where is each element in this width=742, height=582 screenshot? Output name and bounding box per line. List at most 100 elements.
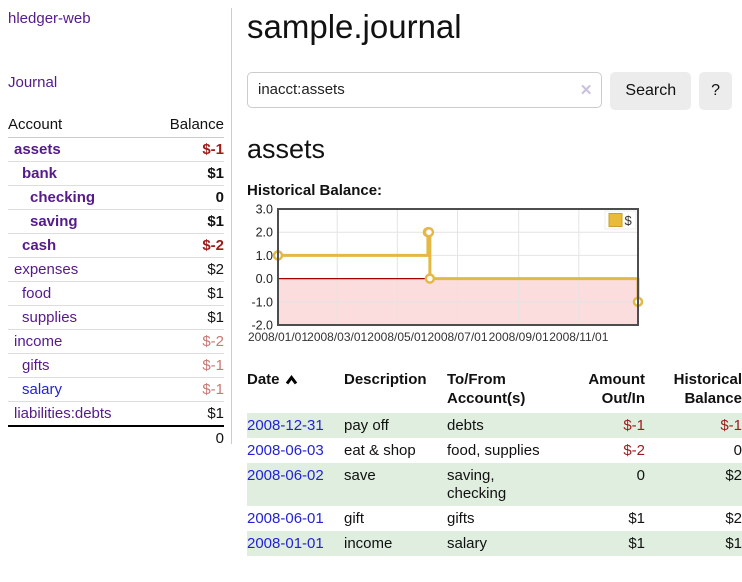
svg-text:2008/11/01: 2008/11/01	[549, 330, 608, 344]
main-content: sample.journal ✕ Search ? assets Histori…	[232, 8, 742, 557]
transaction-date-link[interactable]: 2008-12-31	[247, 412, 344, 439]
account-balance: $1	[149, 401, 224, 426]
column-header-balance: Historical Balance	[673, 370, 742, 408]
account-link-bank[interactable]: bank	[8, 161, 150, 186]
transaction-description: pay off	[344, 412, 447, 439]
svg-text:3.0: 3.0	[256, 204, 273, 217]
search-bar: ✕ Search ?	[247, 71, 732, 110]
column-header-description: Description	[344, 370, 427, 388]
accounts-table: Account Balance assets $-1 bank $1 check…	[8, 113, 224, 450]
account-balance: $1	[149, 281, 224, 306]
svg-text:1.0: 1.0	[256, 249, 273, 263]
register-row: 2008-06-01 gift gifts $1 $2	[247, 506, 742, 531]
transaction-description: eat & shop	[344, 442, 416, 460]
transaction-amount: $1	[557, 531, 647, 557]
svg-text:$: $	[625, 213, 633, 228]
sidebar: hledger-web Journal Account Balance asse…	[8, 8, 232, 450]
account-balance: $-1	[202, 141, 224, 158]
account-link-assets[interactable]: assets	[14, 141, 61, 158]
page-title: sample.journal	[247, 8, 462, 45]
register-row: 2008-01-01 income salary $1 $1	[247, 531, 742, 557]
account-balance: $1	[149, 161, 224, 186]
register-row: 2008-12-31 pay off debts $-1 $-1	[247, 412, 742, 439]
account-row: cash $-2	[8, 233, 224, 258]
account-link-expenses[interactable]: expenses	[8, 257, 150, 282]
page: hledger-web Journal Account Balance asse…	[8, 8, 742, 557]
account-row: supplies $1	[8, 305, 224, 330]
account-page-title: assets	[247, 133, 326, 164]
svg-text:2008/07/01: 2008/07/01	[427, 330, 487, 344]
account-link-saving[interactable]: saving	[8, 209, 150, 234]
account-link-liabilities-debts[interactable]: liabilities:debts	[8, 401, 150, 426]
account-link-gifts[interactable]: gifts	[8, 353, 150, 378]
transaction-accounts: gifts	[447, 509, 475, 527]
clear-search-icon[interactable]: ✕	[579, 81, 593, 99]
app-brand-link[interactable]: hledger-web	[8, 10, 91, 27]
svg-text:2008/01/01: 2008/01/01	[248, 330, 308, 344]
svg-text:0.0: 0.0	[256, 272, 273, 286]
account-row: liabilities:debts $1	[8, 401, 224, 426]
search-button[interactable]: Search	[610, 71, 692, 110]
account-row: salary $-1	[8, 377, 224, 402]
transaction-date-link[interactable]: 2008-06-01	[247, 509, 324, 527]
account-row: expenses $2	[8, 257, 224, 282]
column-header-date[interactable]: Date	[247, 368, 344, 413]
account-link-cash[interactable]: cash	[8, 233, 150, 258]
svg-text:2008/05/01: 2008/05/01	[367, 330, 427, 344]
transaction-balance: $1	[647, 531, 742, 557]
account-link-salary[interactable]: salary	[8, 377, 150, 402]
transaction-balance: $2	[725, 509, 742, 527]
spacer	[8, 425, 150, 450]
register-row: 2008-06-03 eat & shop food, supplies $-2…	[247, 438, 742, 463]
account-balance: $-2	[149, 329, 224, 354]
account-link-checking[interactable]: checking	[8, 185, 150, 210]
register-header-row: Date Description To/From Account(s) Amou…	[247, 368, 742, 413]
transaction-amount: 0	[557, 463, 647, 506]
account-link-income[interactable]: income	[8, 329, 150, 354]
account-row: gifts $-1	[8, 353, 224, 378]
transaction-accounts: debts	[447, 412, 557, 439]
account-row: bank $1	[8, 161, 224, 186]
chart-label: Historical Balance:	[247, 181, 383, 199]
transaction-amount: $-1	[557, 412, 647, 439]
transaction-balance: $2	[647, 463, 742, 506]
accounts-total: 0	[149, 425, 224, 450]
svg-text:-2.0: -2.0	[251, 318, 273, 332]
search-input[interactable]	[248, 72, 602, 107]
account-balance: $-2	[149, 233, 224, 258]
account-link-food[interactable]: food	[8, 281, 150, 306]
transaction-date-link[interactable]: 2008-06-02	[247, 463, 344, 506]
account-link-supplies[interactable]: supplies	[8, 305, 150, 330]
account-row: income $-2	[8, 329, 224, 354]
transaction-accounts: food, supplies	[447, 442, 540, 460]
account-balance: 0	[149, 185, 224, 210]
account-row: checking 0	[8, 185, 224, 210]
svg-text:2008/09/01: 2008/09/01	[489, 330, 549, 344]
accounts-header-row: Account Balance	[8, 113, 224, 138]
transaction-amount: $-2	[623, 442, 645, 460]
transaction-description: save	[344, 463, 447, 506]
svg-text:2.0: 2.0	[256, 226, 273, 240]
transaction-description: income	[344, 531, 447, 557]
transaction-accounts: saving, checking	[447, 463, 557, 506]
svg-text:-1.0: -1.0	[251, 295, 273, 309]
transaction-date-link[interactable]: 2008-06-03	[247, 442, 324, 460]
transaction-balance: 0	[733, 442, 742, 460]
account-balance: $-1	[149, 377, 224, 402]
transaction-date-link[interactable]: 2008-01-01	[247, 531, 344, 557]
account-balance: $-1	[149, 353, 224, 378]
nav-journal-link[interactable]: Journal	[8, 74, 58, 91]
svg-text:2008/03/01: 2008/03/01	[307, 330, 367, 344]
accounts-total-row: 0	[8, 425, 224, 450]
account-balance: $1	[149, 209, 224, 234]
transaction-accounts: salary	[447, 531, 557, 557]
account-row: food $1	[8, 281, 224, 306]
transaction-balance: $-1	[647, 412, 742, 439]
account-row: assets $-1	[8, 138, 224, 162]
account-balance: $2	[149, 257, 224, 282]
transaction-amount: $1	[628, 509, 645, 527]
search-input-wrap: ✕	[247, 71, 603, 108]
register-row: 2008-06-02 save saving, checking 0 $2	[247, 463, 742, 506]
help-button[interactable]: ?	[699, 71, 732, 110]
account-balance: $1	[149, 305, 224, 330]
